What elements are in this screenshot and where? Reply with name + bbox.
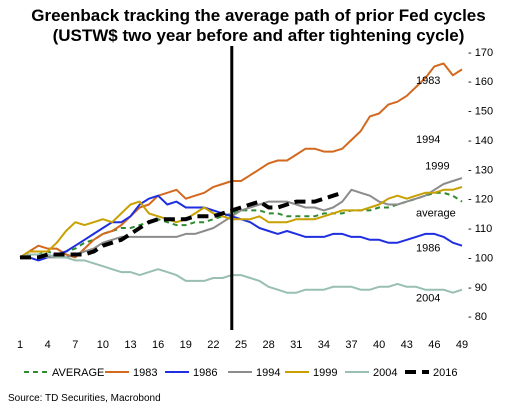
series-line-2004: [19, 253, 463, 294]
y-tick-label: - 120: [468, 194, 493, 206]
y-tick-label: - 150: [468, 106, 493, 118]
series-annotation: 1983: [416, 75, 440, 87]
x-tick-label: 19: [180, 339, 192, 351]
legend-label-1983: 1983: [133, 367, 157, 379]
series-line-1983: [19, 62, 463, 259]
x-tick-label: 1: [17, 339, 23, 351]
x-tick-label: 37: [345, 339, 357, 351]
x-tick-label: 7: [72, 339, 78, 351]
legend-label-1999: 1999: [313, 367, 337, 379]
chart-title: Greenback tracking the average path of p…: [0, 6, 517, 46]
series-line-1994: [19, 177, 463, 259]
x-tick-label: 16: [152, 339, 164, 351]
chart-source: Source: TD Securities, Macrobond: [8, 393, 161, 404]
y-tick-label: - 160: [468, 76, 493, 88]
y-tick-label: - 130: [468, 164, 493, 176]
legend-label-1994: 1994: [256, 367, 280, 379]
series-annotation: 1986: [416, 243, 440, 255]
x-tick-label: 34: [318, 339, 330, 351]
chart-subtitle-line: (USTW$ two year before and after tighten…: [52, 26, 465, 45]
x-tick-label: 10: [97, 339, 109, 351]
series-line-2016: [20, 190, 343, 260]
chart-title-line: Greenback tracking the average path of p…: [31, 6, 486, 25]
y-tick-label: - 80: [468, 311, 487, 323]
y-tick-label: - 90: [468, 282, 487, 294]
series-annotation: average: [416, 207, 456, 219]
y-tick-label: - 110: [468, 223, 492, 235]
y-tick-label: - 140: [468, 135, 493, 147]
series-line-average: [19, 191, 463, 259]
x-tick-label: 49: [456, 339, 468, 351]
series-annotation: 1994: [416, 134, 440, 146]
x-tick-label: 25: [235, 339, 247, 351]
x-tick-label: 43: [401, 339, 413, 351]
series-annotation: 2004: [416, 292, 440, 304]
x-tick-label: 40: [373, 339, 385, 351]
x-tick-label: 22: [207, 339, 219, 351]
x-tick-label: 13: [124, 339, 136, 351]
legend-label-2004: 2004: [373, 367, 397, 379]
y-tick-label: - 170: [468, 47, 493, 59]
y-tick-label: - 100: [468, 252, 493, 264]
x-tick-label: 28: [263, 339, 275, 351]
x-tick-label: 46: [428, 339, 440, 351]
legend-label-average: AVERAGE: [52, 367, 104, 379]
series-line-1999: [19, 185, 463, 259]
series-annotation: 1999: [425, 160, 449, 172]
x-tick-label: 31: [290, 339, 302, 351]
x-tick-label: 4: [45, 339, 51, 351]
legend-label-2016: 2016: [433, 367, 457, 379]
legend-label-1986: 1986: [193, 367, 217, 379]
